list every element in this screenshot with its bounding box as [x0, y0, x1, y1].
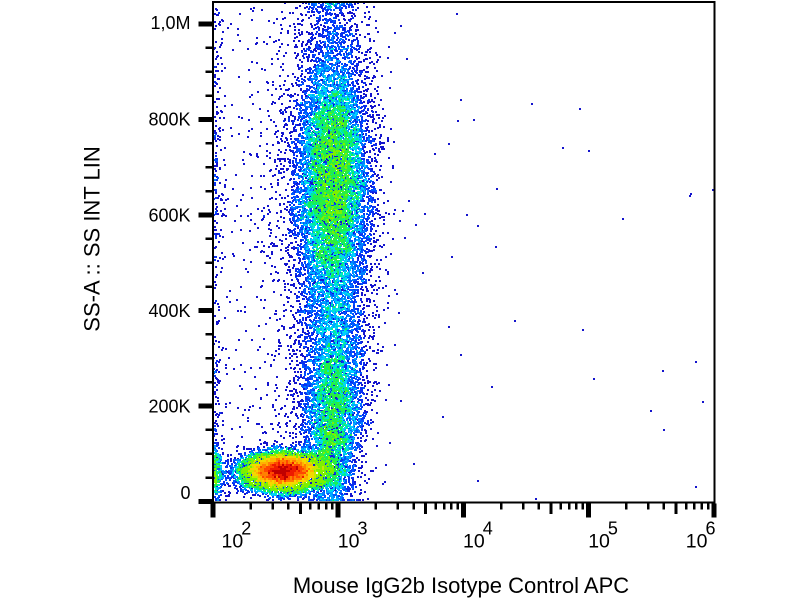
svg-text:Mouse IgG2b Isotype Control AP: Mouse IgG2b Isotype Control APC [293, 573, 629, 598]
svg-text:800K: 800K [148, 110, 190, 130]
svg-text:600K: 600K [148, 205, 190, 225]
svg-text:400K: 400K [148, 301, 190, 321]
svg-text:200K: 200K [148, 396, 190, 416]
svg-text:1,0M: 1,0M [150, 13, 190, 33]
svg-text:0: 0 [180, 483, 190, 503]
svg-text:SS-A :: SS INT LIN: SS-A :: SS INT LIN [80, 146, 105, 331]
